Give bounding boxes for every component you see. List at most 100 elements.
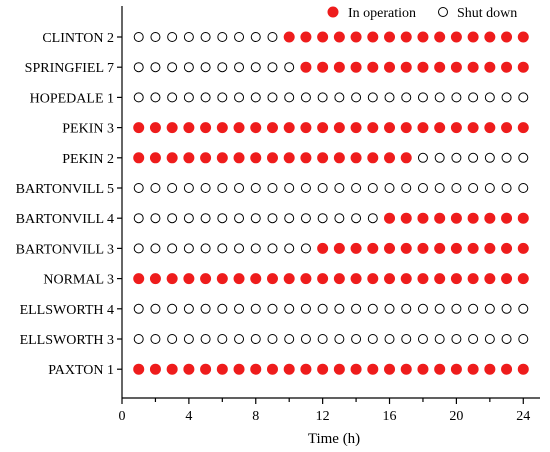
point-in-operation — [417, 363, 429, 375]
legend-marker-in-operation — [327, 6, 339, 18]
point-shut-down — [284, 183, 295, 193]
point-in-operation — [317, 152, 329, 164]
point-shut-down — [317, 334, 328, 344]
point-shut-down — [367, 334, 378, 344]
point-in-operation — [149, 363, 161, 375]
y-tick-label: SPRINGFIEL 7 — [25, 61, 114, 76]
point-in-operation — [501, 363, 513, 375]
x-axis-ticks: 0 4 8 12 16 20 24 — [119, 398, 530, 424]
point-in-operation — [384, 152, 396, 164]
point-in-operation — [367, 122, 379, 134]
point-in-operation — [166, 363, 178, 375]
legend: In operation Shut down — [327, 6, 517, 21]
point-in-operation — [484, 61, 496, 73]
point-shut-down — [267, 334, 278, 344]
point-shut-down — [250, 334, 261, 344]
point-shut-down — [384, 183, 395, 193]
x-tick-label: 20 — [449, 409, 463, 424]
point-in-operation — [233, 152, 245, 164]
point-in-operation — [517, 31, 529, 43]
y-tick-label: HOPEDALE 1 — [30, 91, 114, 106]
point-shut-down — [284, 213, 295, 224]
y-tick-label: PAXTON 1 — [48, 363, 114, 378]
point-in-operation — [133, 273, 145, 285]
point-in-operation — [250, 152, 262, 164]
point-shut-down — [200, 32, 211, 42]
point-shut-down — [234, 32, 245, 42]
point-in-operation — [317, 122, 329, 134]
point-in-operation — [266, 273, 278, 285]
point-shut-down — [183, 303, 194, 314]
point-shut-down — [250, 303, 261, 314]
point-shut-down — [167, 334, 178, 344]
point-shut-down — [167, 32, 178, 42]
point-in-operation — [484, 31, 496, 43]
point-shut-down — [501, 152, 512, 163]
point-in-operation — [317, 363, 329, 375]
point-shut-down — [267, 92, 278, 103]
point-shut-down — [267, 213, 278, 224]
point-shut-down — [200, 92, 211, 103]
point-shut-down — [150, 92, 161, 103]
point-in-operation — [317, 273, 329, 285]
point-shut-down — [518, 303, 529, 314]
point-shut-down — [434, 152, 445, 163]
point-shut-down — [284, 334, 295, 344]
point-in-operation — [367, 152, 379, 164]
point-in-operation — [333, 273, 345, 285]
point-shut-down — [167, 243, 178, 254]
point-in-operation — [183, 273, 195, 285]
point-in-operation — [417, 122, 429, 134]
point-shut-down — [417, 334, 428, 344]
point-shut-down — [417, 152, 428, 163]
point-shut-down — [200, 334, 211, 344]
point-shut-down — [217, 303, 228, 314]
point-shut-down — [284, 303, 295, 314]
point-shut-down — [167, 62, 178, 73]
point-in-operation — [384, 273, 396, 285]
point-in-operation — [283, 152, 295, 164]
y-tick-label: CLINTON 2 — [42, 31, 114, 46]
point-shut-down — [217, 213, 228, 224]
legend-marker-shut-down — [438, 7, 448, 17]
point-shut-down — [468, 92, 479, 103]
point-in-operation — [317, 242, 329, 254]
point-in-operation — [434, 242, 446, 254]
point-shut-down — [200, 243, 211, 254]
point-in-operation — [216, 122, 228, 134]
point-in-operation — [434, 61, 446, 73]
point-in-operation — [200, 152, 212, 164]
point-shut-down — [384, 303, 395, 314]
point-shut-down — [234, 243, 245, 254]
point-shut-down — [484, 92, 495, 103]
point-shut-down — [217, 32, 228, 42]
point-shut-down — [183, 243, 194, 254]
point-in-operation — [434, 273, 446, 285]
point-in-operation — [501, 212, 513, 224]
point-in-operation — [333, 122, 345, 134]
point-shut-down — [267, 183, 278, 193]
point-in-operation — [333, 242, 345, 254]
point-shut-down — [468, 334, 479, 344]
point-in-operation — [300, 273, 312, 285]
point-shut-down — [518, 152, 529, 163]
point-shut-down — [484, 303, 495, 314]
point-shut-down — [200, 303, 211, 314]
point-in-operation — [467, 212, 479, 224]
point-shut-down — [183, 183, 194, 193]
point-shut-down — [367, 92, 378, 103]
point-shut-down — [183, 32, 194, 42]
point-in-operation — [467, 122, 479, 134]
point-shut-down — [367, 303, 378, 314]
point-shut-down — [317, 183, 328, 193]
point-shut-down — [417, 92, 428, 103]
point-in-operation — [183, 363, 195, 375]
point-shut-down — [451, 183, 462, 193]
point-in-operation — [367, 31, 379, 43]
point-shut-down — [484, 152, 495, 163]
point-shut-down — [501, 183, 512, 193]
point-shut-down — [417, 183, 428, 193]
point-in-operation — [517, 122, 529, 134]
point-in-operation — [350, 31, 362, 43]
